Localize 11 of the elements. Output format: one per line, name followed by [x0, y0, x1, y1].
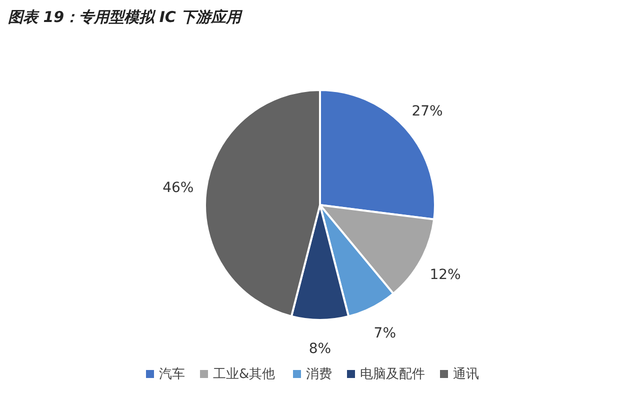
legend-label: 工业&其他 — [213, 367, 276, 382]
data-label: 12% — [430, 266, 461, 283]
chart-title: 图表 19：专用型模拟 IC 下游应用 — [8, 8, 244, 26]
legend-label: 电脑及配件 — [360, 367, 425, 382]
legend-label: 消费 — [306, 367, 332, 382]
data-label: 8% — [308, 341, 332, 357]
data-label: 27% — [412, 103, 443, 120]
data-label: 46% — [162, 180, 194, 196]
legend-label: 汽车 — [159, 367, 185, 382]
data-label: 7% — [374, 325, 396, 342]
legend-label: 通讯 — [453, 367, 479, 382]
